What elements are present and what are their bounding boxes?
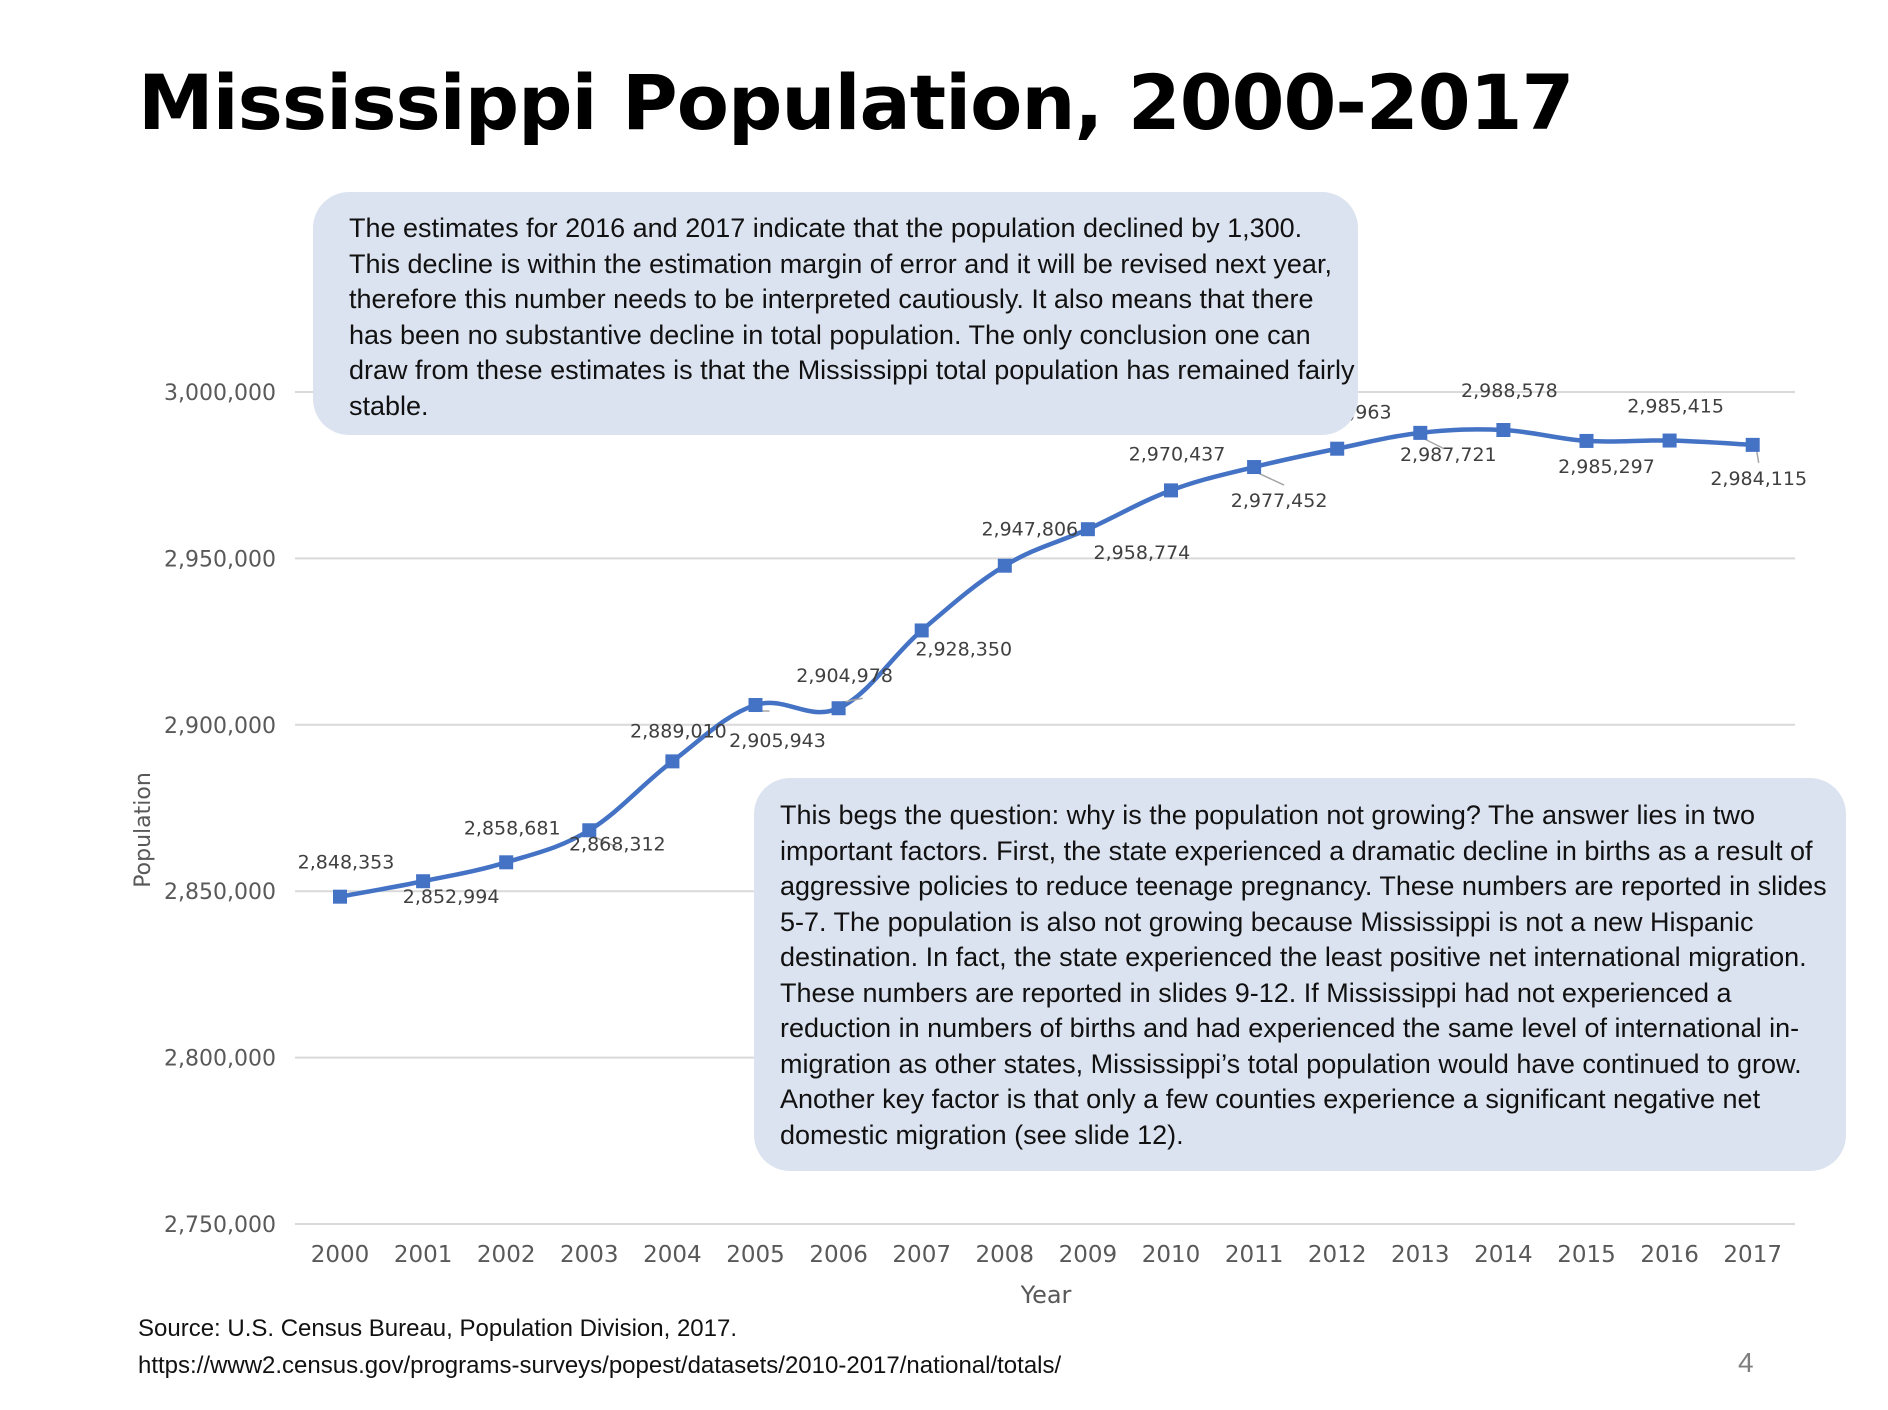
label-leader-line (1423, 438, 1445, 450)
data-label: 2,970,437 (1129, 443, 1226, 465)
data-marker (333, 889, 347, 904)
x-tick-label: 2007 (892, 1242, 951, 1268)
y-tick-label: 3,000,000 (164, 381, 276, 406)
data-label: 2,928,350 (915, 638, 1012, 660)
data-marker (831, 701, 846, 716)
data-label: 2,868,312 (569, 833, 666, 855)
x-tick-label: 2011 (1225, 1242, 1284, 1268)
data-marker (1247, 460, 1262, 475)
x-tick-label: 2008 (976, 1242, 1035, 1268)
data-label: 2,889,010 (630, 720, 727, 742)
data-label: 2,985,297 (1558, 456, 1655, 478)
x-tick-label: 2017 (1723, 1242, 1782, 1268)
x-tick-label: 2016 (1640, 1242, 1699, 1268)
x-axis-title: Year (1020, 1281, 1072, 1309)
note-top-callout: The estimates for 2016 and 2017 indicate… (313, 192, 1358, 435)
x-tick-label: 2005 (726, 1242, 785, 1268)
x-tick-label: 2003 (560, 1242, 619, 1268)
slide-number: 4 (1738, 1347, 1754, 1378)
source-line-1: Source: U.S. Census Bureau, Population D… (138, 1315, 738, 1342)
y-tick-label: 2,850,000 (164, 880, 276, 905)
data-label: 2,985,415 (1627, 396, 1724, 418)
source-citation: Source: U.S. Census Bureau, Population D… (138, 1310, 1061, 1384)
data-label: 2,984,115 (1710, 468, 1807, 490)
source-url: https://www2.census.gov/programs-surveys… (138, 1352, 1062, 1379)
data-marker (1330, 441, 1345, 456)
data-label: 2,977,452 (1231, 490, 1328, 512)
label-leader-line (1257, 472, 1285, 486)
data-label: 2,987,721 (1400, 444, 1497, 466)
note-top-text: The estimates for 2016 and 2017 indicate… (349, 213, 1355, 421)
x-tick-label: 2004 (643, 1242, 702, 1268)
x-tick-label: 2012 (1308, 1242, 1367, 1268)
x-tick-label: 2002 (477, 1242, 536, 1268)
x-axis-ticks: 2000 2001 2002 2003 2004 2005 2006 2007 2008 2009… (311, 1242, 1782, 1268)
y-axis-title: Population (131, 772, 156, 888)
data-label: 2,947,806 (981, 519, 1078, 541)
x-tick-label: 2013 (1391, 1242, 1450, 1268)
slide-title: Mississippi Population, 2000-2017 (138, 58, 1574, 147)
label-leader-line (592, 835, 618, 848)
y-tick-label: 2,750,000 (164, 1213, 276, 1238)
y-tick-label: 2,950,000 (164, 547, 276, 572)
y-axis-ticks: 2,750,000 2,800,000 2,850,000 2,900,000 2,95… (164, 381, 276, 1238)
x-tick-label: 2000 (311, 1242, 370, 1268)
x-tick-label: 2015 (1557, 1242, 1616, 1268)
data-marker (997, 558, 1012, 573)
label-leader-lines (592, 438, 1760, 848)
data-marker (1413, 425, 1428, 440)
data-marker (1080, 522, 1095, 537)
data-label: 2,958,774 (1094, 542, 1191, 564)
data-marker (1164, 483, 1178, 498)
x-tick-label: 2001 (394, 1242, 453, 1268)
x-tick-label: 2014 (1474, 1242, 1533, 1268)
data-marker (1579, 433, 1594, 448)
note-bottom-callout: This begs the question: why is the popul… (754, 778, 1846, 1171)
x-tick-label: 2006 (809, 1242, 868, 1268)
data-marker (499, 855, 514, 870)
data-label: 2,904,978 (796, 665, 893, 687)
data-marker (748, 698, 763, 713)
data-label: 2,852,994 (403, 886, 500, 908)
data-marker (1745, 437, 1760, 452)
data-label: 2,848,353 (298, 852, 395, 874)
data-label: 2,988,578 (1461, 380, 1558, 402)
data-marker (582, 823, 597, 838)
x-tick-label: 2010 (1142, 1242, 1201, 1268)
data-marker (914, 623, 929, 638)
data-marker (665, 754, 680, 769)
label-leader-line (1755, 450, 1760, 463)
x-tick-label: 2009 (1059, 1242, 1118, 1268)
y-tick-label: 2,900,000 (164, 714, 276, 739)
data-label: 2,858,681 (464, 817, 561, 839)
data-marker (1496, 423, 1511, 438)
data-label: 2,905,943 (729, 730, 826, 752)
y-tick-label: 2,800,000 (164, 1047, 276, 1072)
data-markers (333, 423, 1760, 904)
data-marker (416, 874, 431, 889)
note-bottom-text: This begs the question: why is the popul… (780, 800, 1827, 1150)
data-marker (1662, 433, 1677, 448)
label-leader-line (842, 697, 863, 703)
